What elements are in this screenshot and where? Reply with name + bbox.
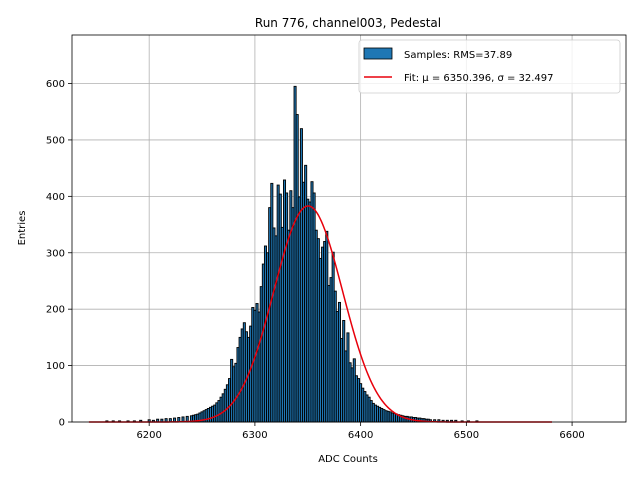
plot-frame	[71, 34, 627, 423]
x-tick-label: 6500	[454, 430, 479, 441]
chart-title: Run 776, channel003, Pedestal	[255, 16, 441, 30]
y-tick-label: 600	[46, 79, 65, 90]
y-tick-label: 300	[46, 248, 65, 259]
y-axis-ticks: 0 100 200 300 400 500 600	[46, 79, 72, 429]
x-axis-label: ADC Counts	[318, 454, 378, 465]
legend-fit-label: Fit: μ = 6350.396, σ = 32.497	[404, 73, 554, 84]
x-axis-ticks: 6200 6300 6400 6500 6600	[136, 422, 585, 441]
legend: Samples: RMS=37.89 Fit: μ = 6350.396, σ …	[358, 39, 621, 94]
plot-area	[71, 34, 627, 423]
legend-samples-label: Samples: RMS=37.89	[404, 50, 512, 61]
grid-lines	[72, 35, 626, 423]
y-tick-label: 200	[46, 305, 65, 316]
legend-samples-swatch	[363, 47, 393, 60]
x-tick-label: 6200	[136, 430, 161, 441]
x-tick-label: 6600	[559, 430, 584, 441]
y-tick-label: 100	[46, 361, 65, 372]
y-tick-label: 0	[59, 418, 65, 429]
y-tick-label: 400	[46, 192, 65, 203]
legend-box	[358, 39, 621, 94]
y-tick-label: 500	[46, 135, 65, 146]
y-axis-label: Entries	[17, 211, 28, 246]
x-tick-label: 6300	[242, 430, 267, 441]
x-tick-label: 6400	[348, 430, 373, 441]
